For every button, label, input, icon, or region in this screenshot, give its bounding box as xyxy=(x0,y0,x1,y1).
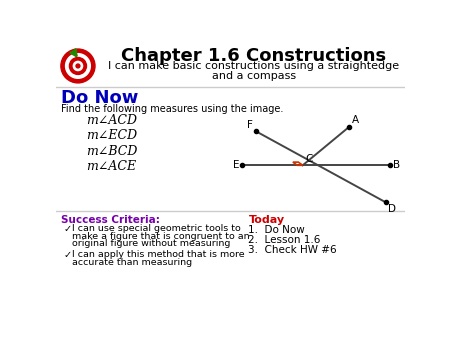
Text: Chapter 1.6 Constructions: Chapter 1.6 Constructions xyxy=(122,47,387,65)
Text: m∠ACE: m∠ACE xyxy=(86,160,136,173)
Text: make a figure that is congruent to an: make a figure that is congruent to an xyxy=(72,232,249,241)
Text: m∠ECD: m∠ECD xyxy=(86,129,137,142)
Circle shape xyxy=(76,64,80,68)
Text: accurate than measuring: accurate than measuring xyxy=(72,258,192,267)
Text: I can make basic constructions using a straightedge: I can make basic constructions using a s… xyxy=(108,62,400,71)
Text: D: D xyxy=(388,204,396,214)
Circle shape xyxy=(66,54,90,78)
Text: and a compass: and a compass xyxy=(212,71,296,80)
Text: B: B xyxy=(392,160,400,170)
Text: Today: Today xyxy=(248,215,284,224)
Text: m∠ACD: m∠ACD xyxy=(86,114,137,127)
Text: F: F xyxy=(247,120,253,130)
Text: 3.  Check HW #6: 3. Check HW #6 xyxy=(248,245,337,256)
Circle shape xyxy=(73,62,83,71)
Text: I can apply this method that is more: I can apply this method that is more xyxy=(72,250,244,259)
Text: C: C xyxy=(306,154,313,164)
Text: 2.  Lesson 1.6: 2. Lesson 1.6 xyxy=(248,235,321,245)
Text: Success Criteria:: Success Criteria: xyxy=(61,215,160,224)
Text: I can use special geometric tools to: I can use special geometric tools to xyxy=(72,224,240,233)
Text: A: A xyxy=(351,115,359,125)
Text: ✓: ✓ xyxy=(64,250,72,260)
Circle shape xyxy=(69,57,86,74)
Text: E: E xyxy=(233,160,239,170)
Text: 1.  Do Now: 1. Do Now xyxy=(248,225,305,235)
Text: Do Now: Do Now xyxy=(61,89,138,107)
Text: original figure without measuring: original figure without measuring xyxy=(72,239,230,248)
Text: ✓: ✓ xyxy=(64,224,72,234)
Circle shape xyxy=(61,49,95,83)
Text: m∠BCD: m∠BCD xyxy=(86,145,137,158)
Text: Find the following measures using the image.: Find the following measures using the im… xyxy=(61,104,284,114)
